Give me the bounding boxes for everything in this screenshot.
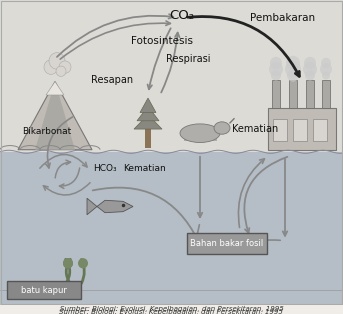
Text: batu kapur: batu kapur xyxy=(21,286,67,295)
Polygon shape xyxy=(18,82,92,150)
Text: CO₂: CO₂ xyxy=(169,9,194,22)
Ellipse shape xyxy=(214,122,230,134)
Text: Pembakaran: Pembakaran xyxy=(250,13,315,23)
Bar xyxy=(184,131,188,141)
Bar xyxy=(313,119,327,141)
Bar xyxy=(293,119,307,141)
Circle shape xyxy=(320,63,332,75)
Circle shape xyxy=(63,258,73,268)
Polygon shape xyxy=(140,98,156,112)
Circle shape xyxy=(322,71,330,79)
Text: Sumber: Biologi: Evolusi, Kepelbagaian, dan Persekitaran, 1995: Sumber: Biologi: Evolusi, Kepelbagaian, … xyxy=(60,306,283,312)
Text: Fotosintesis: Fotosintesis xyxy=(131,36,193,46)
Text: Sumber: Biologi: Evolusi, Kepelbagaian, dan Persekitaran, 1995: Sumber: Biologi: Evolusi, Kepelbagaian, … xyxy=(59,309,283,314)
Polygon shape xyxy=(87,198,97,215)
Text: Resapan: Resapan xyxy=(91,74,133,84)
Circle shape xyxy=(271,70,281,80)
Bar xyxy=(268,108,336,150)
Circle shape xyxy=(287,69,299,82)
Circle shape xyxy=(56,66,66,76)
FancyBboxPatch shape xyxy=(7,281,81,300)
Text: Bikarbonat: Bikarbonat xyxy=(22,127,71,136)
Bar xyxy=(204,131,208,141)
Polygon shape xyxy=(35,82,75,150)
Bar xyxy=(0,152,343,305)
Bar xyxy=(322,79,330,108)
Bar xyxy=(306,79,314,108)
Polygon shape xyxy=(137,106,159,121)
Polygon shape xyxy=(46,82,64,95)
Circle shape xyxy=(304,57,316,69)
Bar xyxy=(193,131,197,141)
Polygon shape xyxy=(134,115,162,129)
Circle shape xyxy=(269,62,283,76)
Circle shape xyxy=(303,62,317,76)
FancyBboxPatch shape xyxy=(187,233,267,254)
Circle shape xyxy=(78,258,88,268)
Circle shape xyxy=(49,53,65,69)
Circle shape xyxy=(286,56,300,70)
Text: Kematian: Kematian xyxy=(123,164,166,173)
Text: Bahan bakar fosil: Bahan bakar fosil xyxy=(190,239,264,248)
Text: HCO₃: HCO₃ xyxy=(93,164,117,173)
Polygon shape xyxy=(97,200,133,213)
Text: Kematian: Kematian xyxy=(232,124,278,134)
Circle shape xyxy=(63,258,73,268)
Circle shape xyxy=(59,61,71,73)
Circle shape xyxy=(321,58,331,68)
Bar xyxy=(145,129,151,148)
Circle shape xyxy=(270,57,282,69)
Circle shape xyxy=(305,70,315,80)
Circle shape xyxy=(285,61,301,78)
Text: Respirasi: Respirasi xyxy=(166,54,210,64)
Bar xyxy=(273,119,287,141)
Bar xyxy=(272,79,280,108)
Bar xyxy=(213,131,217,141)
Bar xyxy=(0,0,343,152)
Bar xyxy=(289,79,297,108)
Circle shape xyxy=(44,60,58,74)
Ellipse shape xyxy=(180,124,220,143)
